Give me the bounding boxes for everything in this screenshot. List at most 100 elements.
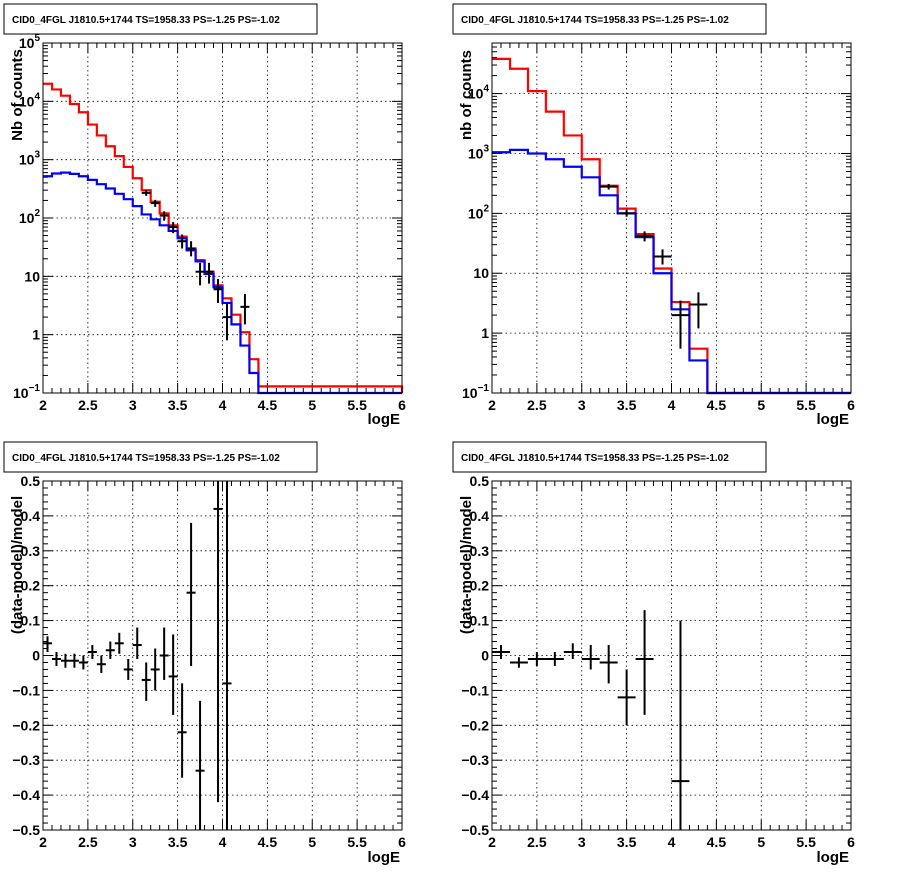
x-tick-label: 2 — [39, 397, 47, 413]
y-tick-label: 102 — [19, 208, 41, 226]
axis-ticks — [42, 43, 403, 394]
x-tick-label: 4 — [668, 397, 676, 413]
y-tick-label: 10−1 — [462, 383, 489, 401]
x-tick-label: 6 — [847, 834, 855, 850]
grid-lines — [492, 43, 851, 393]
chart-title: CID0_4FGL J1810.5+1744 TS=1958.33 PS=-1.… — [461, 15, 729, 26]
data-point — [617, 669, 636, 726]
data-point — [168, 222, 178, 234]
x-tick-label: 5.5 — [347, 397, 367, 413]
series-model-total-line — [492, 57, 851, 395]
y-tick-label: −0.5 — [461, 822, 489, 838]
data-points — [599, 183, 708, 349]
y-tick-label: 103 — [19, 150, 41, 168]
data-points — [43, 481, 232, 830]
y-axis-label: (data-model)/model — [9, 496, 26, 634]
x-tick-label: 4 — [219, 397, 227, 413]
chart-title: CID0_4FGL J1810.5+1744 TS=1958.33 PS=-1.… — [461, 453, 729, 464]
chart-title: CID0_4FGL J1810.5+1744 TS=1958.33 PS=-1.… — [12, 15, 280, 26]
x-tick-label: 6 — [398, 397, 406, 413]
x-tick-label: 3.5 — [168, 834, 188, 850]
data-point — [509, 657, 528, 668]
x-tick-label: 3 — [578, 834, 586, 850]
data-point — [222, 481, 232, 830]
y-tick-label: 10−1 — [13, 383, 40, 401]
x-axis-label: logE — [817, 411, 850, 428]
x-tick-label: 4.5 — [707, 397, 727, 413]
x-tick-label: 2.5 — [527, 834, 547, 850]
plot-frame — [42, 42, 403, 394]
x-tick-label: 3 — [129, 834, 137, 850]
x-tick-label: 4 — [219, 834, 227, 850]
data-point — [150, 199, 160, 207]
plot-frame — [491, 480, 852, 831]
x-tick-label: 2.5 — [78, 397, 98, 413]
y-axis-label: Nb of counts — [9, 49, 26, 141]
axis-ticks — [42, 480, 403, 831]
data-point — [599, 183, 618, 190]
data-point — [222, 302, 232, 341]
y-tick-label: 0 — [32, 648, 40, 664]
chart-panel-1: CID0_4FGL J1810.5+1744 TS=1958.33 PS=-1.… — [3, 3, 406, 428]
plot-frame — [42, 480, 403, 831]
data-point — [527, 652, 546, 666]
data-point — [545, 652, 564, 666]
x-tick-label: 2.5 — [78, 834, 98, 850]
y-tick-label: 103 — [468, 143, 490, 161]
data-point — [186, 522, 196, 666]
x-tick-label: 5 — [757, 834, 765, 850]
data-point — [492, 645, 510, 659]
x-tick-label: 2 — [488, 397, 496, 413]
series-model-component-line — [43, 171, 402, 395]
x-tick-label: 4 — [668, 834, 676, 850]
x-tick-label: 6 — [847, 397, 855, 413]
data-point — [195, 700, 205, 830]
y-tick-label: 0.4 — [21, 508, 41, 524]
data-point — [159, 211, 169, 221]
data-point — [213, 481, 223, 803]
data-point — [186, 241, 196, 257]
chart-panel-4: CID0_4FGL J1810.5+1744 TS=1958.33 PS=-1.… — [452, 441, 855, 866]
y-tick-label: 0 — [481, 648, 489, 664]
data-point — [105, 641, 115, 659]
data-points — [492, 610, 690, 830]
x-tick-label: 5 — [308, 397, 316, 413]
x-tick-label: 2 — [488, 834, 496, 850]
x-tick-label: 5.5 — [347, 834, 367, 850]
y-tick-label: 0.2 — [21, 578, 41, 594]
data-point — [150, 648, 160, 691]
y-tick-label: −0.2 — [12, 717, 40, 733]
data-point — [177, 234, 187, 249]
data-point — [177, 683, 187, 778]
data-point — [195, 262, 205, 286]
y-tick-label: −0.5 — [12, 822, 40, 838]
data-points — [141, 190, 250, 341]
plot-frame — [491, 42, 852, 394]
y-tick-label: −0.4 — [461, 787, 489, 803]
x-tick-label: 3.5 — [617, 834, 637, 850]
x-tick-label: 3 — [578, 397, 586, 413]
y-tick-label: 0.5 — [470, 473, 490, 489]
x-tick-label: 4.5 — [258, 397, 278, 413]
y-tick-label: 104 — [19, 91, 41, 109]
data-point — [96, 655, 106, 673]
y-tick-label: −0.3 — [12, 752, 40, 768]
data-point — [240, 293, 250, 325]
title-frame — [452, 3, 767, 35]
chart-panel-2: CID0_4FGL J1810.5+1744 TS=1958.33 PS=-1.… — [452, 3, 855, 428]
y-tick-label: −0.1 — [12, 682, 40, 698]
x-axis-label: logE — [368, 849, 401, 866]
x-tick-label: 3.5 — [617, 397, 637, 413]
x-tick-label: 5.5 — [796, 834, 816, 850]
chart-title-box: CID0_4FGL J1810.5+1744 TS=1958.33 PS=-1.… — [3, 441, 318, 473]
title-frame — [452, 441, 767, 473]
y-tick-label: 0.1 — [21, 613, 41, 629]
chart-title-box: CID0_4FGL J1810.5+1744 TS=1958.33 PS=-1.… — [3, 3, 318, 35]
chart-title-box: CID0_4FGL J1810.5+1744 TS=1958.33 PS=-1.… — [452, 3, 767, 35]
data-point — [60, 653, 70, 668]
data-point — [78, 655, 88, 670]
y-tick-label: 1 — [481, 325, 489, 341]
y-tick-label: 104 — [468, 84, 490, 102]
y-tick-label: 10 — [24, 268, 40, 284]
